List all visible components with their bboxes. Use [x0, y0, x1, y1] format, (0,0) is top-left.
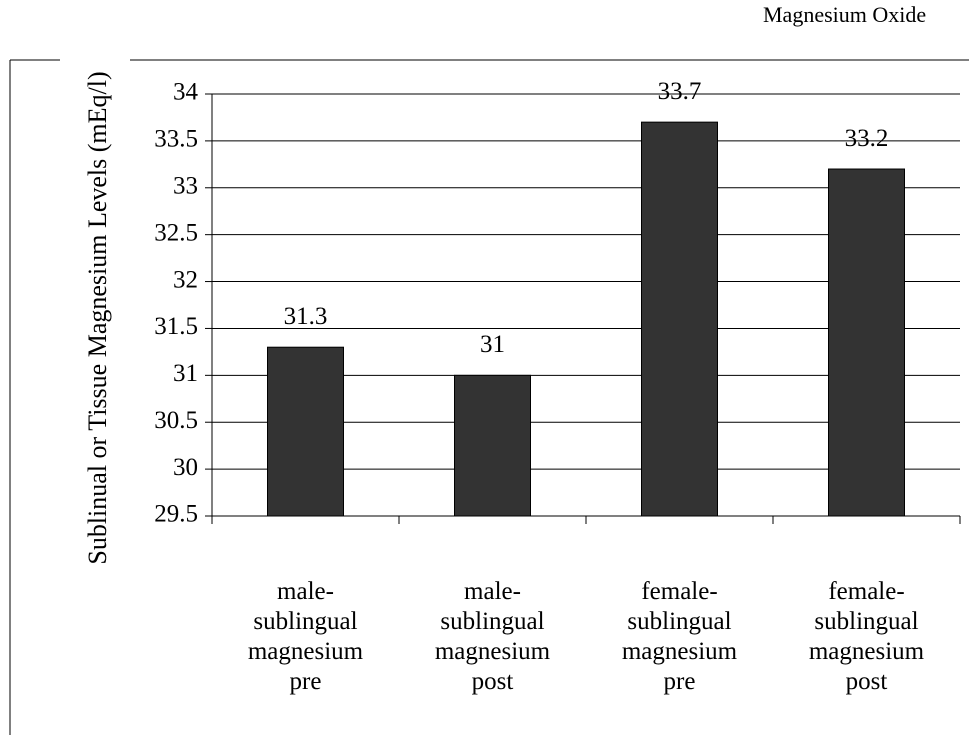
x-tick-label: male-sublingual magnesium post — [434, 578, 551, 695]
y-tick-label: 31.5 — [154, 313, 198, 340]
y-tick-label: 30 — [173, 454, 198, 481]
y-tick-label: 32 — [173, 266, 198, 293]
data-label: 33.7 — [658, 78, 702, 105]
x-tick-label: male-sublingual magnesium pre — [247, 578, 364, 695]
x-tick-label: female-sublingual magnesium post — [808, 578, 925, 695]
y-tick-label: 31 — [173, 360, 198, 387]
y-tick-label: 33.5 — [154, 126, 198, 153]
y-axis-label: Sublinual or Tissue Magnesium Levels (mE… — [83, 71, 112, 564]
y-tick-label: 33 — [173, 173, 198, 200]
chart-title: Magnesium Oxide — [763, 2, 926, 27]
bar — [454, 374, 531, 517]
y-tick-label: 34 — [173, 79, 199, 106]
bar — [267, 346, 344, 517]
data-label: 33.2 — [845, 125, 889, 152]
y-tick-label: 30.5 — [154, 407, 198, 434]
y-tick-label: 32.5 — [154, 219, 198, 246]
data-label: 31.3 — [284, 303, 328, 330]
bar — [828, 168, 905, 517]
bar — [641, 121, 718, 517]
y-tick-label: 29.5 — [154, 501, 198, 528]
data-label: 31 — [480, 331, 505, 358]
x-tick-label: female-sublingual magnesium pre — [621, 578, 738, 695]
